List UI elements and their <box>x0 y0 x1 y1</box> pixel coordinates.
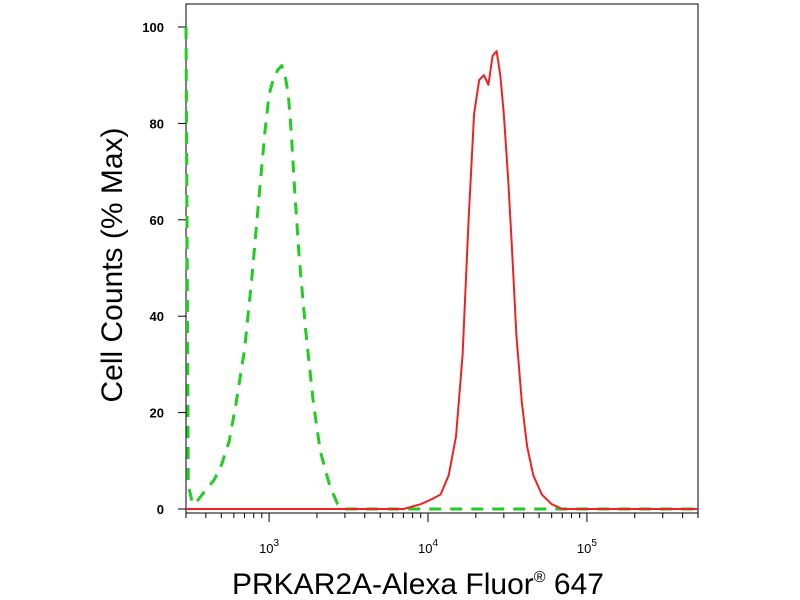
x-tick-label: 103 <box>259 538 279 556</box>
x-axis-label-registered: ® <box>534 569 546 586</box>
x-axis-label-tail: 647 <box>546 568 604 600</box>
y-axis-label: Cell Counts (% Max) <box>96 127 129 402</box>
y-tick-label: 40 <box>150 309 164 324</box>
series-group <box>184 26 698 511</box>
y-axis-ticks: 0 20 40 60 80 100 <box>142 20 186 517</box>
y-tick-label: 100 <box>142 20 164 35</box>
x-tick-label: 105 <box>577 538 597 556</box>
y-tick-label: 0 <box>157 502 164 517</box>
y-tick-label: 60 <box>150 213 164 228</box>
control-histogram-line <box>184 26 698 511</box>
x-tick-label: 104 <box>418 538 438 556</box>
y-tick-label: 20 <box>150 406 164 421</box>
x-axis-label-main: PRKAR2A-Alexa Fluor <box>232 568 534 600</box>
x-axis-ticks: 103 104 105 <box>185 513 699 556</box>
plot-frame <box>185 3 699 514</box>
y-tick-label: 80 <box>150 116 164 131</box>
x-axis-label: PRKAR2A-Alexa Fluor® 647 <box>232 568 604 600</box>
sample-histogram-line <box>186 50 698 510</box>
